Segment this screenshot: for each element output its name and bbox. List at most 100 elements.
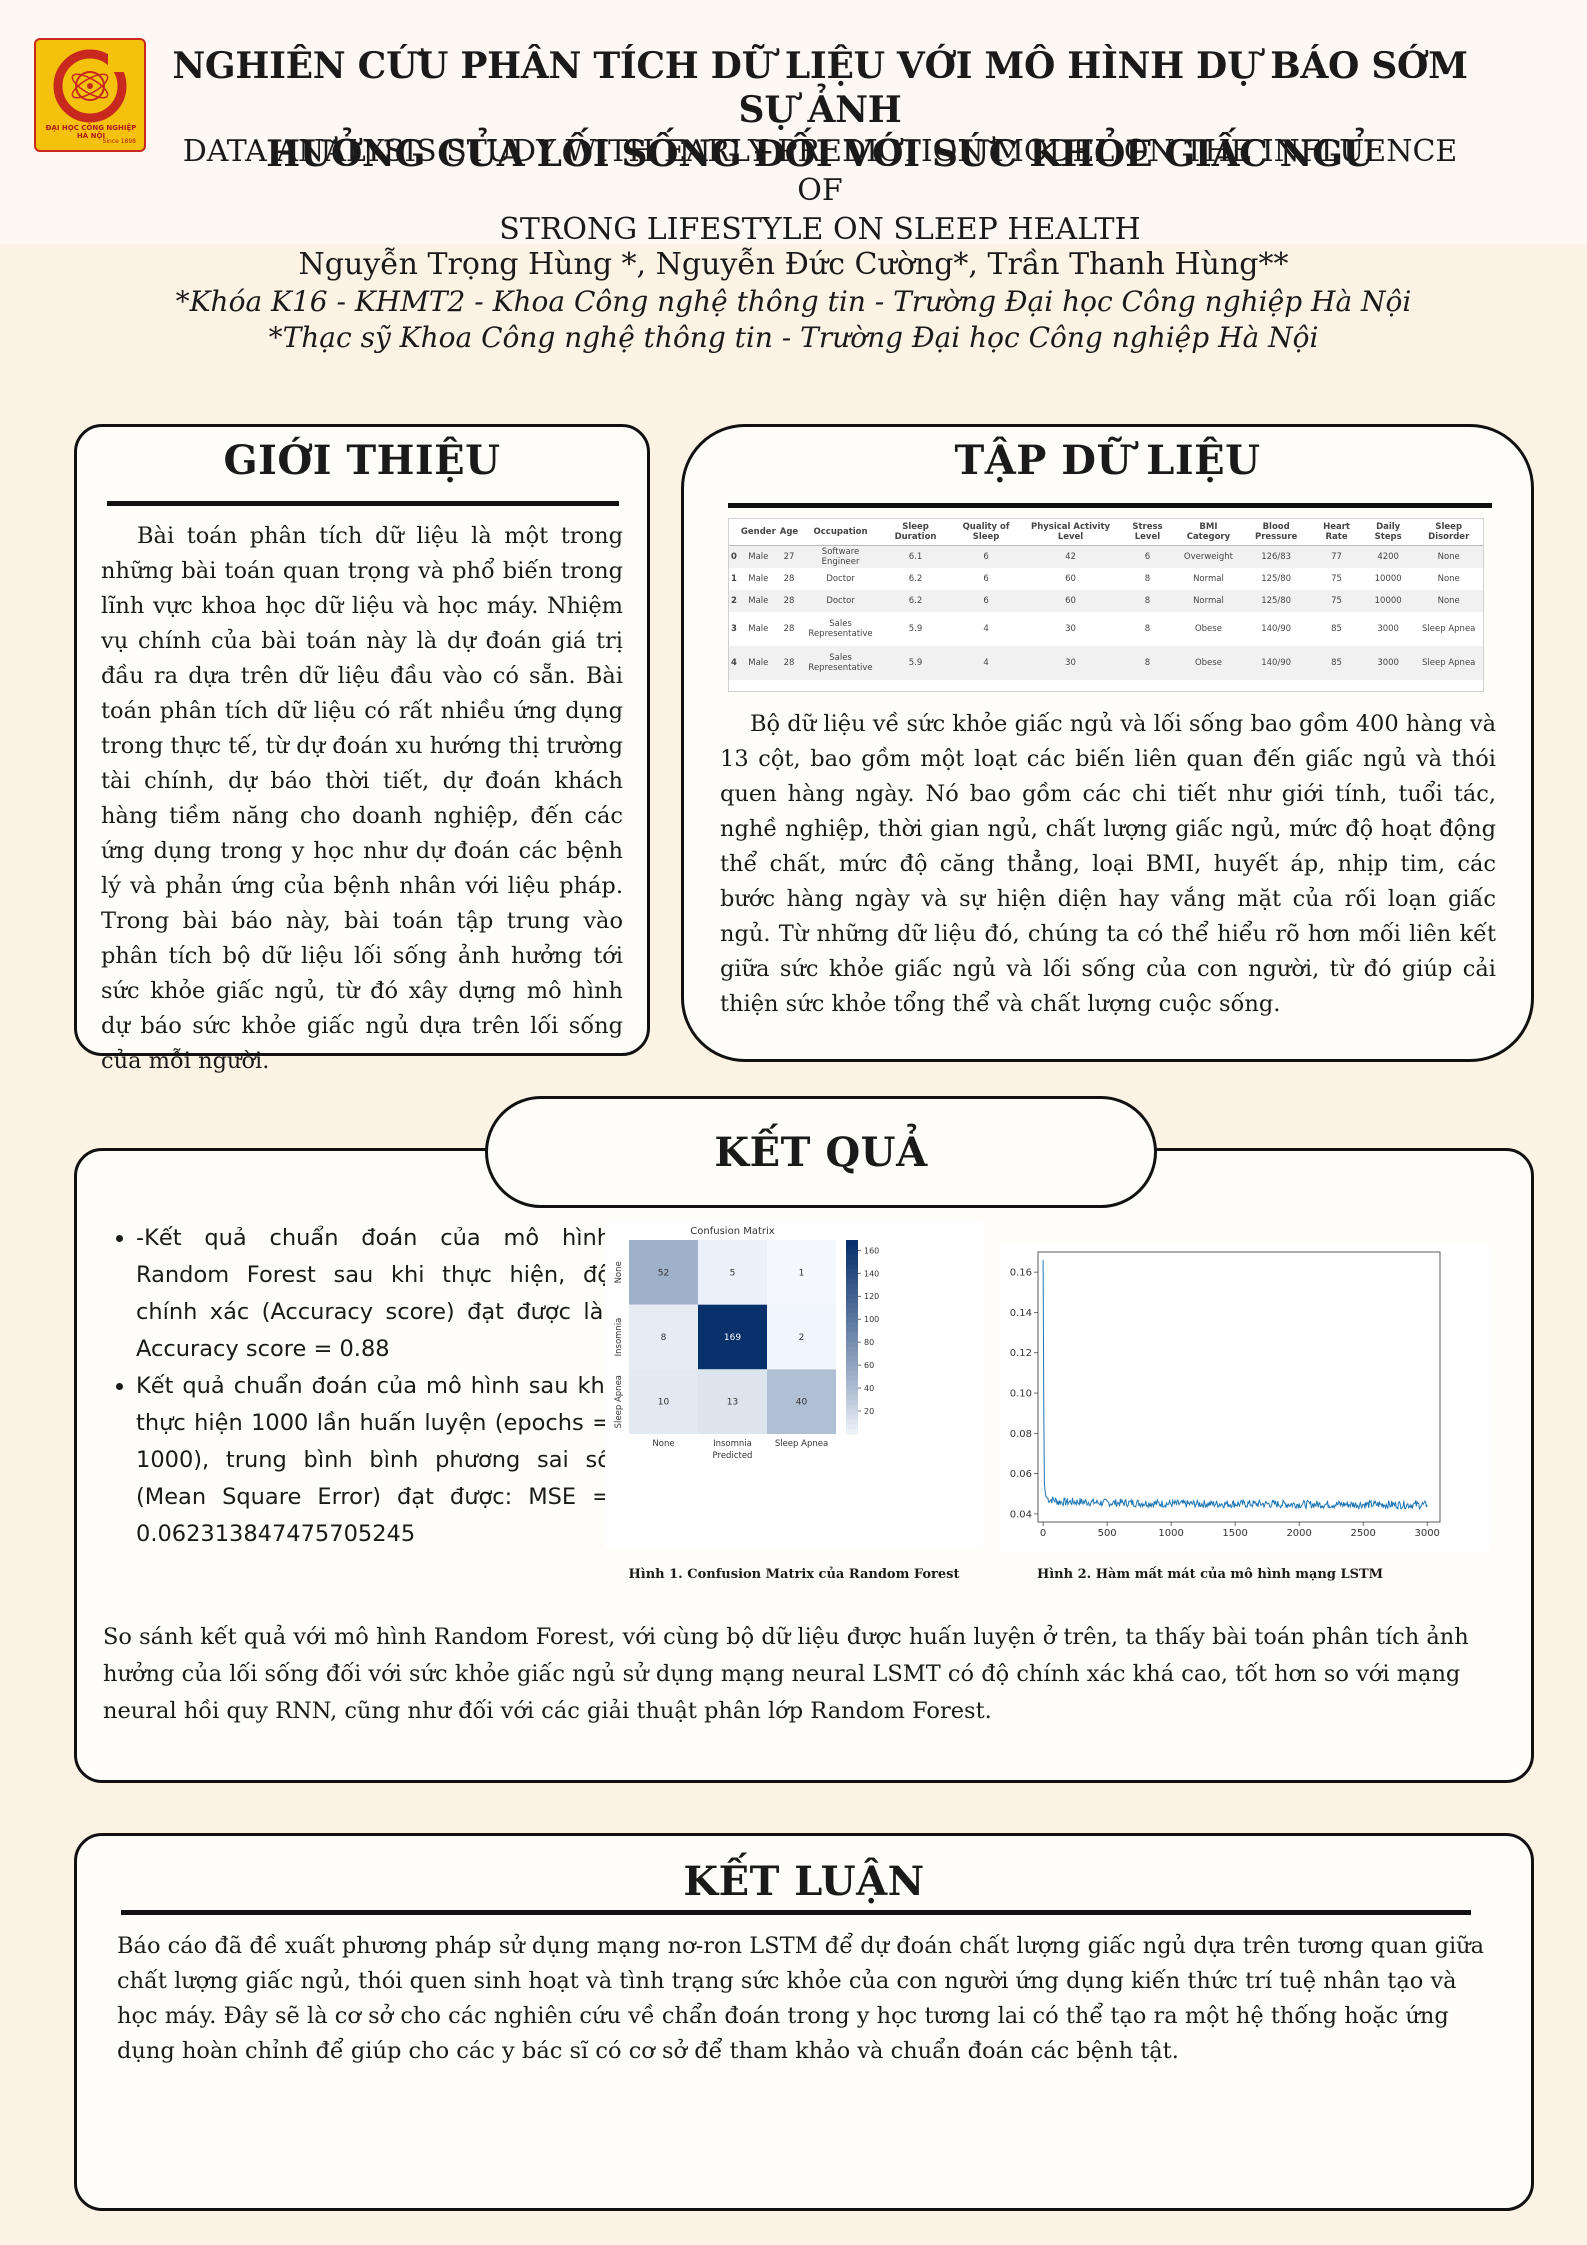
x-tick-label: Sleep Apnea — [775, 1439, 828, 1449]
result-lstm: Kết quả chuẩn đoán của mô hình sau khi t… — [136, 1368, 611, 1553]
colorbar-segment — [846, 1424, 858, 1430]
loss-chart: 0 500 1000 1500 2000 2500 3000 0.04 0.06 0.08 0.10… — [1010, 1251, 1441, 1539]
heatmap-cell — [698, 1240, 767, 1305]
table-cell: None — [1414, 545, 1483, 568]
table-cell: None — [1414, 590, 1483, 612]
table-cell: Software Engineer — [800, 545, 881, 568]
authors: Nguyễn Trọng Hùng *, Nguyễn Đức Cường*, … — [298, 247, 1289, 282]
colorbar-segment — [846, 1254, 858, 1260]
colorbar-segment — [846, 1269, 858, 1275]
colorbar-segment — [846, 1385, 858, 1391]
table-cell: 125/80 — [1261, 574, 1292, 584]
colorbar-segment — [846, 1351, 858, 1357]
heatmap-cell-label: 13 — [727, 1398, 738, 1408]
confusion-matrix-figure: Confusion Matrix 52 5 1 8 169 2 10 13 40 None Insom… — [605, 1222, 983, 1548]
heatmap-cell-label: 1 — [799, 1268, 805, 1278]
logo-text: ĐẠI HỌC CÔNG NGHIỆP HÀ NỘI — [45, 124, 137, 140]
table-cell: 28 — [777, 590, 801, 612]
table-cell: Normal — [1175, 590, 1242, 612]
table-cell: 1 — [731, 574, 737, 584]
table-column-header: Sleep Duration — [880, 519, 951, 546]
colorbar-tick-label: 20 — [864, 1407, 874, 1416]
heatmap-cell-label: 169 — [724, 1333, 741, 1343]
table-cell: Male — [738, 646, 778, 680]
conclusion-panel: KẾT LUẬN Báo cáo đã đề xuất phương pháp … — [74, 1833, 1534, 2211]
colorbar-segment — [846, 1298, 858, 1304]
colorbar-tick-label: 160 — [864, 1246, 879, 1255]
colorbar-segment — [846, 1341, 858, 1348]
result-random-forest: -Kết quả chuẩn đoán của mô hình Random F… — [136, 1220, 611, 1368]
heatmap-cell — [629, 1369, 698, 1434]
table-cell: 28 — [777, 646, 801, 680]
colorbar-segment — [846, 1249, 858, 1256]
results-title: KẾT QUẢ — [714, 1129, 928, 1176]
heatmap-cell — [767, 1304, 836, 1370]
table-cell: 30 — [1021, 646, 1120, 680]
table-cell: 125/80 — [1241, 590, 1312, 612]
table-cell: 2 — [729, 590, 739, 612]
loss-figure: 0 500 1000 1500 2000 2500 3000 0.04 0.06 0.08 0.10… — [1000, 1244, 1490, 1550]
y-tick-label: 0.16 — [1010, 1268, 1032, 1279]
colorbar-segment — [846, 1370, 858, 1377]
table-cell: 8 — [1119, 590, 1176, 612]
table-cell: 3 — [731, 624, 737, 634]
colorbar-segment — [846, 1327, 858, 1333]
table-cell: 6 — [950, 545, 1022, 568]
table-column-header: Occupation — [800, 519, 881, 546]
confusion-matrix-chart: Confusion Matrix 52 5 1 8 169 2 10 13 40 None Insom… — [614, 1226, 879, 1461]
colorbar-tick-label: 140 — [864, 1269, 879, 1278]
title-vn-line-1: NGHIÊN CỨU PHÂN TÍCH DỮ LIỆU VỚI MÔ HÌNH… — [172, 45, 1468, 131]
table-cell: 6 — [1119, 545, 1176, 568]
table-cell: Obese — [1194, 624, 1222, 634]
y-tick-label: Insomnia — [614, 1318, 624, 1357]
table-cell: Male — [738, 545, 778, 568]
x-tick-label: 3000 — [1414, 1528, 1439, 1539]
results-title-pill: KẾT QUẢ — [485, 1096, 1157, 1208]
dataset-divider — [728, 503, 1492, 508]
loss-series-line — [1042, 1260, 1428, 1511]
colorbar-segment — [846, 1429, 858, 1435]
colorbar-segment — [846, 1264, 858, 1270]
colorbar-segment — [846, 1361, 858, 1367]
table-cell: Doctor — [826, 574, 855, 584]
table-cell: 5.9 — [880, 646, 951, 680]
table-column-header — [729, 519, 739, 546]
heatmap-cell — [629, 1304, 698, 1370]
intro-title: GIỚI THIỆU — [223, 437, 501, 484]
colorbar-segment — [846, 1283, 858, 1289]
title-en-line-2: STRONG LIFESTYLE ON SLEEP HEALTH — [499, 212, 1141, 247]
colorbar-tick-label: 100 — [864, 1315, 879, 1324]
logo-emblem-icon — [53, 48, 127, 123]
colorbar-segment — [846, 1244, 858, 1251]
table-cell: Normal — [1193, 574, 1224, 584]
table-column-header: BMI Category — [1175, 519, 1242, 546]
x-tick-label: 0 — [1040, 1528, 1046, 1539]
colorbar-tick-label: 80 — [864, 1338, 874, 1347]
colorbar-segment — [846, 1366, 858, 1372]
table-cell: 8 — [1144, 624, 1151, 634]
table-cell: Overweight — [1175, 545, 1242, 568]
table-cell: 4200 — [1361, 545, 1415, 568]
colorbar-segment — [846, 1303, 858, 1309]
table-cell: 6 — [950, 590, 1022, 612]
colorbar-segment — [846, 1375, 858, 1382]
table-cell: 60 — [1065, 574, 1076, 584]
table-cell: 5.9 — [908, 624, 923, 634]
table-column-header: Sleep Disorder — [1414, 519, 1483, 546]
colorbar-segment — [846, 1322, 858, 1328]
heatmap-cell-label: 40 — [796, 1398, 808, 1408]
table-cell: 6 — [983, 574, 989, 584]
heatmap-cell-label: 5 — [730, 1268, 736, 1278]
colorbar-segment — [846, 1409, 858, 1416]
title-vn-line-2: HƯỞNG CỦA LỐI SỐNG ĐỐI VỚI SỨC KHỎE GIẤC… — [266, 133, 1374, 175]
colorbar-segment — [846, 1346, 858, 1353]
table-cell: 85 — [1311, 646, 1362, 680]
table-cell: 10000 — [1374, 574, 1402, 584]
table-column-header: Age — [777, 519, 801, 546]
dataset-text: Bộ dữ liệu về sức khỏe giấc ngủ và lối s… — [720, 711, 1496, 1017]
x-tick-label: 1000 — [1158, 1528, 1183, 1539]
heatmap-cell-label: 52 — [658, 1268, 669, 1278]
table-column-header: Gender — [738, 519, 778, 546]
colorbar-segment — [846, 1317, 858, 1323]
x-tick-label: 1500 — [1222, 1528, 1247, 1539]
